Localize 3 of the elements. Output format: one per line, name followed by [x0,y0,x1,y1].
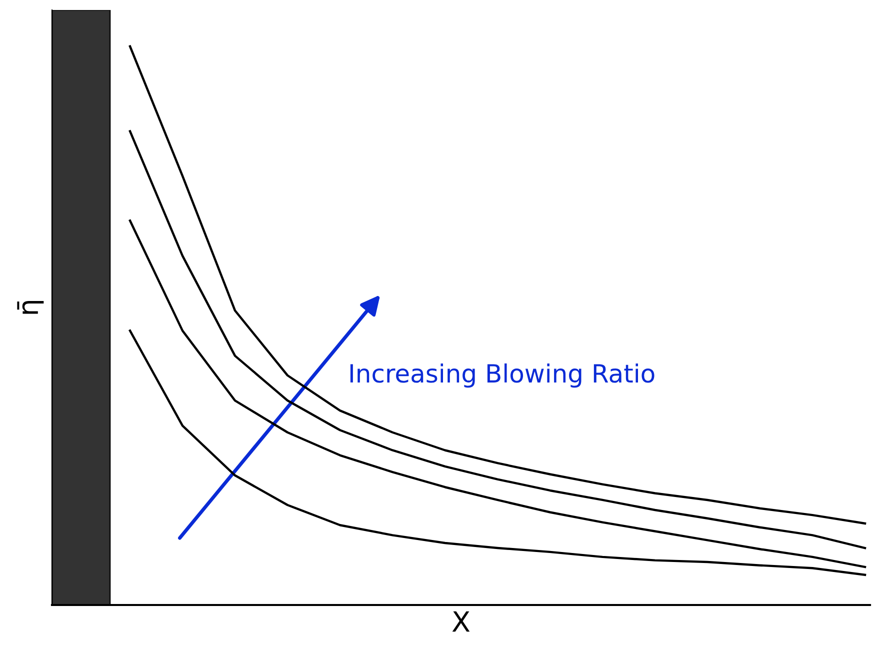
x-axis-title: X [452,611,470,632]
annotation: Increasing Blowing Ratio [350,363,654,388]
y-axis-title: η̄ [17,301,44,314]
